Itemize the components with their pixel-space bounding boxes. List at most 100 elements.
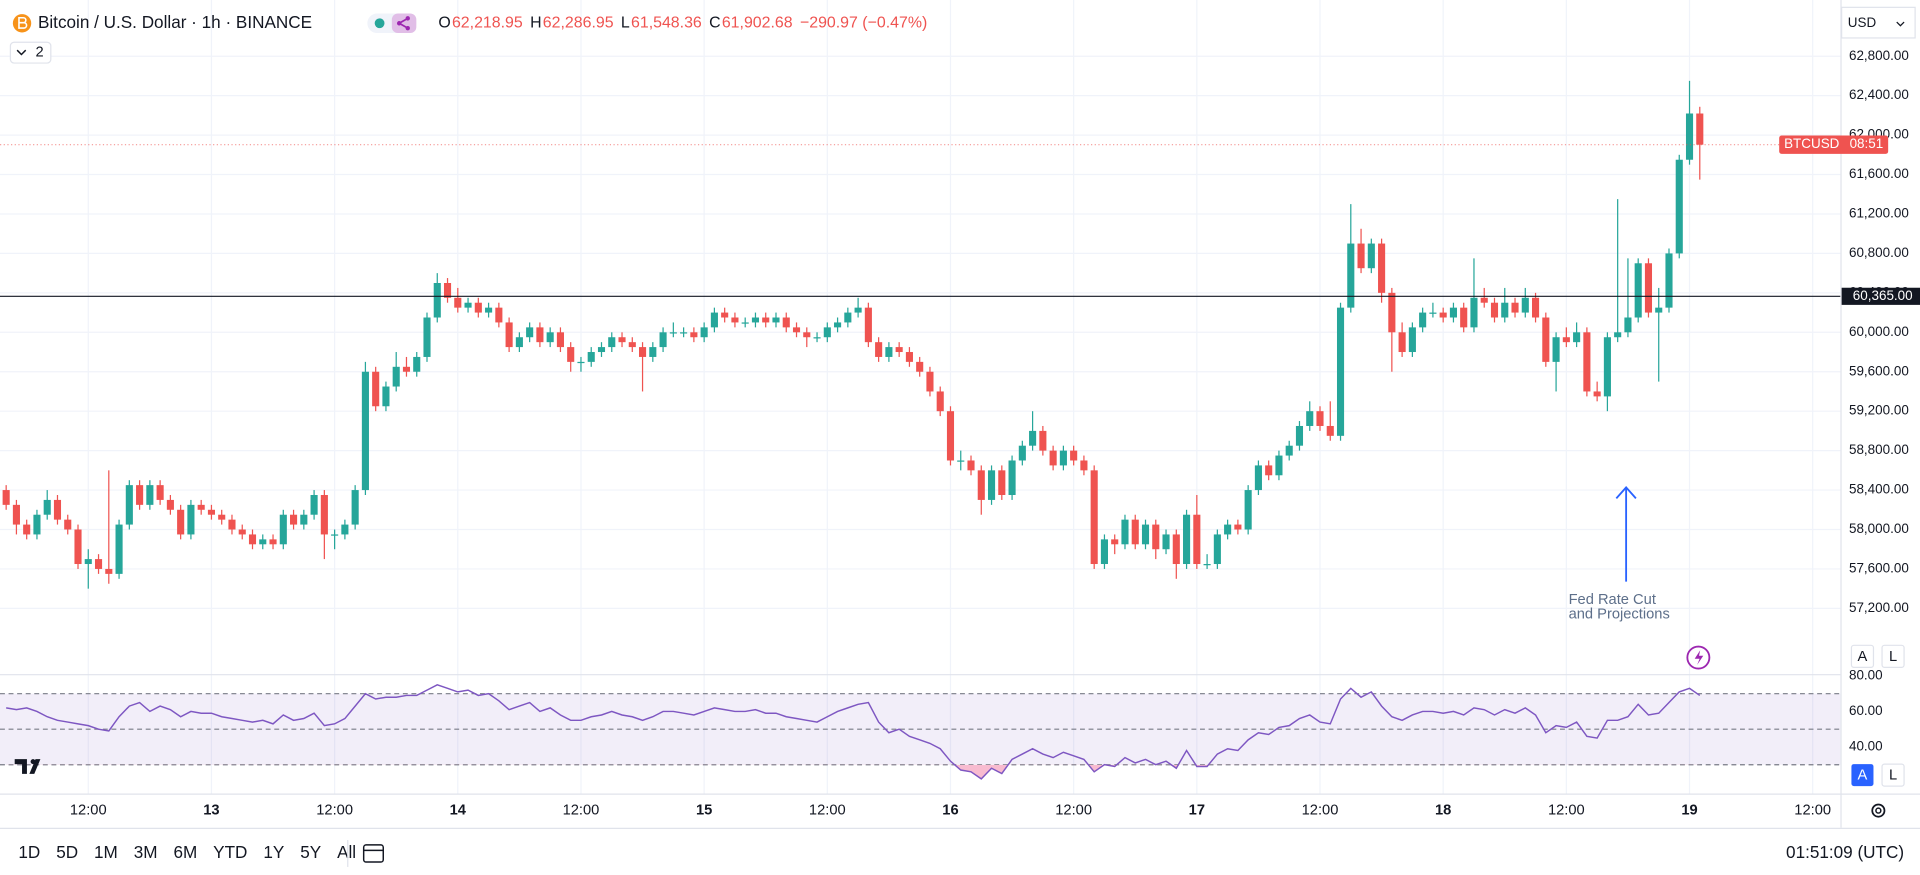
candle-body — [1131, 519, 1139, 545]
candle-body — [84, 559, 92, 565]
currency[interactable]: USD — [1848, 15, 1877, 30]
candle-body — [618, 337, 626, 343]
range-button[interactable]: 3M — [134, 842, 158, 862]
range-button[interactable]: 1Y — [263, 842, 285, 862]
y-tick-label: 59,600.00 — [1849, 363, 1909, 378]
calendar-icon[interactable] — [362, 844, 384, 863]
candle-body — [1029, 430, 1037, 446]
candle-body — [1655, 307, 1663, 313]
range-button[interactable]: 5Y — [300, 842, 322, 862]
indicator-toggle[interactable] — [9, 41, 52, 64]
candle-body — [1285, 445, 1293, 456]
share-icon[interactable] — [391, 13, 417, 34]
candle-body — [505, 322, 513, 348]
y-tick-label: 58,400.00 — [1849, 482, 1909, 497]
candle-body — [1419, 312, 1427, 328]
candle-body — [146, 485, 154, 505]
scale-button-label[interactable]: A — [1858, 649, 1868, 665]
candle-body — [1336, 307, 1345, 436]
candle-body — [1634, 263, 1642, 318]
candle-body — [1562, 337, 1570, 343]
candle-body — [1008, 460, 1016, 495]
range-button[interactable]: 6M — [173, 842, 197, 862]
y-tick-label: 61,200.00 — [1849, 206, 1909, 221]
auto-scale-button-active[interactable] — [1851, 764, 1874, 787]
candle-body — [587, 352, 595, 362]
scale-button-label[interactable]: L — [1889, 768, 1897, 784]
candle-body — [1449, 307, 1457, 318]
symbol-title: Bitcoin / U.S. Dollar · 1h · BINANCE — [38, 12, 312, 32]
y-tick-label: 62,400.00 — [1849, 87, 1909, 102]
candle-body — [1152, 524, 1160, 550]
clock[interactable]: 01:51:09 (UTC) — [1786, 842, 1904, 862]
candle-body — [1070, 450, 1078, 461]
x-tick-label: 16 — [942, 802, 958, 818]
candle-body — [936, 391, 944, 412]
candle-body — [844, 312, 852, 323]
candle-body — [1295, 425, 1304, 446]
log-scale-button[interactable] — [1881, 763, 1905, 787]
settings-gear[interactable] — [1871, 803, 1886, 818]
candle-body — [639, 347, 647, 357]
candle-body — [64, 519, 72, 530]
scale-button-label[interactable]: L — [1889, 649, 1897, 665]
candle-body — [1460, 307, 1468, 328]
x-tick-label: 14 — [450, 802, 467, 818]
chevron — [1896, 21, 1905, 27]
auto-scale-button[interactable] — [1850, 644, 1875, 668]
candle-body — [351, 490, 359, 525]
candle-body — [875, 342, 883, 357]
candle-body — [402, 366, 411, 372]
range-button[interactable]: 1D — [18, 842, 40, 862]
candle-body — [207, 509, 215, 515]
market-open-dot — [374, 18, 385, 29]
range-button[interactable]: All — [337, 842, 356, 862]
legend-change: −290.97 (−0.47%) — [800, 14, 927, 31]
candle-body — [577, 361, 585, 364]
candle-body — [156, 485, 164, 500]
scale-button-label[interactable]: A — [1858, 768, 1868, 784]
candle-body — [1183, 514, 1191, 565]
candle-body — [136, 485, 144, 505]
legend-key: H — [530, 14, 542, 31]
candle-body — [125, 485, 133, 525]
candle-body — [721, 312, 729, 318]
horizontal-line-tag — [1841, 287, 1920, 305]
candle-body — [659, 332, 667, 348]
log-scale-button[interactable] — [1881, 644, 1905, 668]
candle-body — [1429, 312, 1437, 314]
candle-body — [864, 307, 872, 343]
candle-body — [597, 347, 606, 353]
candle-body — [279, 514, 287, 545]
range-button[interactable]: 5D — [56, 842, 78, 862]
candle-body — [1685, 113, 1694, 160]
candle-body — [1573, 332, 1581, 343]
range-button[interactable]: YTD — [213, 842, 247, 862]
candle-body — [361, 371, 369, 491]
legend-value: 61,548.36 — [631, 14, 702, 31]
ohlc-legend: O 62,218.95 H 62,286.95 L 61,548.36 C 61,902.68… — [438, 14, 927, 31]
candle-body — [187, 504, 195, 535]
candle-body — [495, 307, 503, 323]
candle-body — [926, 371, 934, 392]
y-tick-label: 62,800.00 — [1849, 48, 1909, 63]
y-tick-label: 58,000.00 — [1849, 521, 1909, 536]
candle-body — [1388, 292, 1396, 333]
chevron — [16, 49, 27, 56]
x-tick-label: 12:00 — [70, 802, 107, 818]
indicator-count[interactable]: 2 — [36, 45, 44, 61]
candle-body — [1696, 113, 1704, 145]
candle-body — [628, 342, 636, 348]
candle-body — [1326, 425, 1334, 436]
range-button[interactable]: 1M — [94, 842, 118, 862]
candle-body — [1172, 534, 1180, 565]
candle-body — [228, 519, 236, 530]
candle-body — [1521, 297, 1529, 313]
candle-body — [1583, 332, 1591, 392]
legend-value: 62,218.95 — [452, 14, 523, 31]
candle-body — [1234, 524, 1242, 530]
candle-body — [1306, 411, 1314, 426]
candle-body — [433, 282, 441, 318]
